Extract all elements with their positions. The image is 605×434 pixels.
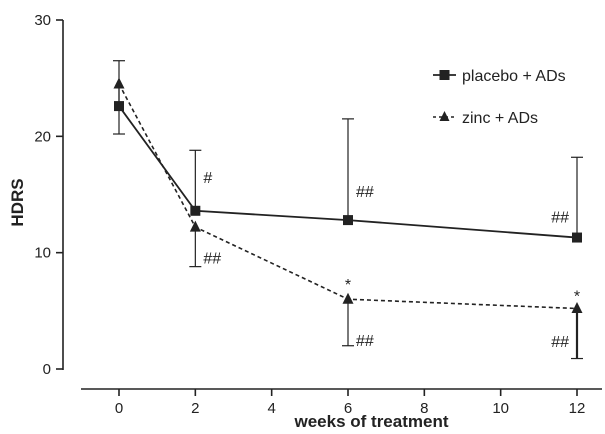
series-lines (118, 83, 578, 310)
error-bars (113, 60, 583, 360)
legend-label-zinc: zinc + ADs (462, 110, 538, 127)
x-ticks: 0 2 4 6 8 10 12 (115, 389, 586, 417)
significance-annotations: #####*####*## (203, 170, 580, 351)
legend-item-placebo: placebo + ADs (433, 68, 566, 85)
y-tick-label: 10 (34, 245, 51, 262)
marker-placebo (343, 215, 353, 226)
series-line-zinc (118, 83, 578, 310)
x-tick-label: 6 (344, 400, 352, 417)
series-markers (113, 77, 583, 314)
marker-placebo (114, 101, 124, 112)
x-tick-label: 12 (569, 400, 586, 417)
legend-marker-triangle (439, 111, 450, 121)
marker-placebo (190, 205, 201, 216)
x-tick-label: 2 (191, 400, 199, 417)
x-tick-label: 10 (492, 400, 509, 417)
marker-zinc (113, 77, 125, 89)
x-axis-title: weeks of treatment (294, 412, 449, 431)
series-line-placebo (118, 105, 578, 239)
annotation-label: ## (551, 334, 569, 351)
x-tick-label: 4 (267, 400, 275, 417)
y-axis-title: HDRS (8, 178, 27, 226)
annotation-label: ## (356, 333, 374, 350)
annotation-label: ## (551, 210, 569, 227)
marker-zinc (189, 220, 201, 232)
legend-item-zinc: zinc + ADs (433, 110, 538, 127)
y-tick-label: 20 (34, 128, 51, 145)
marker-zinc (571, 302, 583, 314)
annotation-label: # (203, 170, 212, 187)
legend: placebo + ADs zinc + ADs (433, 68, 566, 127)
annotation-label: ## (356, 184, 374, 201)
annotation-label: ## (203, 250, 221, 267)
legend-marker-square (439, 70, 450, 80)
y-tick-label: 0 (43, 361, 51, 378)
x-tick-label: 8 (420, 400, 428, 417)
axes (62, 20, 602, 390)
x-tick-label: 0 (115, 400, 123, 417)
annotation-label: * (345, 277, 351, 294)
annotation-label: * (574, 289, 580, 306)
marker-zinc (342, 292, 354, 304)
legend-label-placebo: placebo + ADs (462, 68, 566, 85)
y-tick-label: 30 (34, 12, 51, 29)
y-ticks: 0 10 20 30 (34, 12, 63, 378)
marker-placebo (572, 232, 582, 243)
